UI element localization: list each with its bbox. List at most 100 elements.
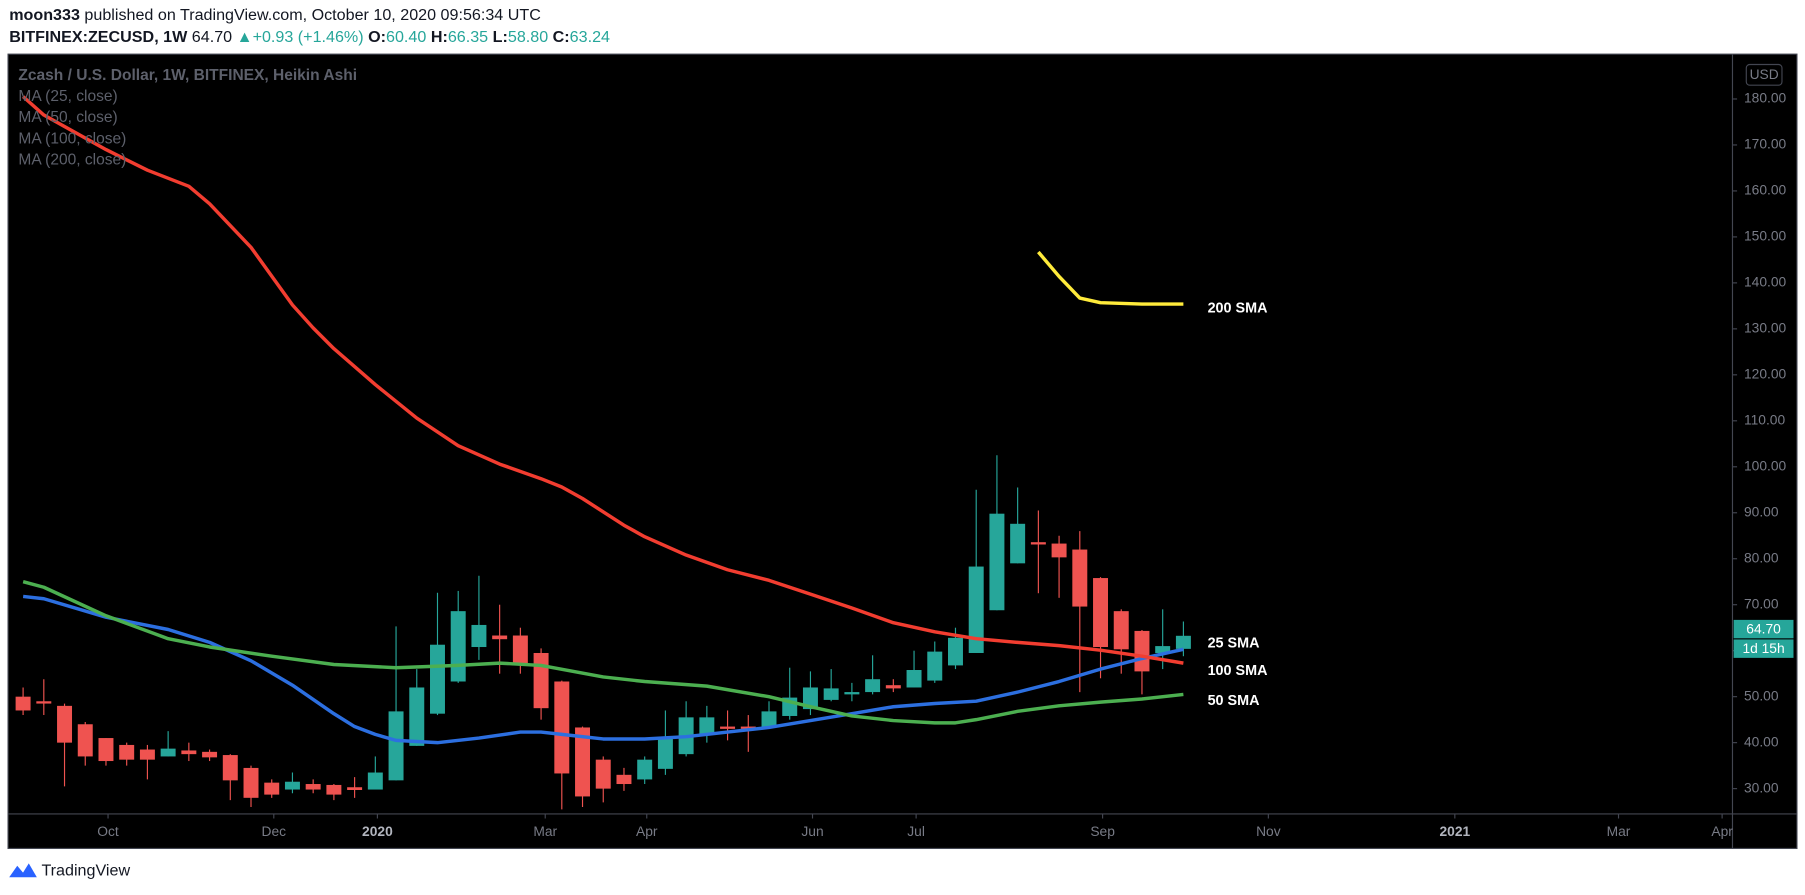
x-tick-label: Sep	[1090, 823, 1115, 839]
candle-body	[720, 726, 736, 729]
candle-body	[36, 701, 52, 704]
ma-line	[21, 95, 1184, 665]
candle-body	[595, 759, 611, 789]
candle-body	[430, 644, 445, 714]
candle-body	[57, 705, 73, 743]
footer-brand: TradingView	[41, 862, 130, 880]
y-tick-label: 50.00	[1744, 687, 1779, 703]
candle-body	[119, 744, 135, 760]
ma-legend: MA (100, close)	[18, 130, 126, 147]
ma-legend: MA (200, close)	[18, 152, 126, 169]
candle-body	[740, 726, 756, 729]
candle-body	[367, 772, 383, 790]
y-tick-label: 170.00	[1744, 136, 1787, 152]
y-tick-label: 70.00	[1744, 595, 1779, 611]
ohlc-label: L:	[493, 28, 508, 46]
ma-annotation: 50 SMA	[1208, 693, 1260, 709]
x-tick-label: 2020	[362, 823, 393, 839]
candle-body	[222, 755, 238, 781]
x-tick-label: Mar	[1607, 823, 1631, 839]
y-tick-label: 40.00	[1744, 733, 1779, 749]
ma-legend: MA (50, close)	[18, 109, 117, 126]
ohlc-value: 58.80	[508, 28, 548, 46]
y-tick-label: 90.00	[1744, 503, 1779, 519]
candle-body	[1051, 543, 1067, 558]
candle-body	[1072, 549, 1088, 607]
candle-body	[181, 750, 197, 755]
candle-body	[77, 724, 93, 757]
ohlc-value: 66.35	[448, 28, 488, 46]
x-tick-label: Nov	[1256, 823, 1281, 839]
candle-body	[202, 751, 218, 758]
x-tick-label: Oct	[97, 823, 119, 839]
countdown-box	[1733, 639, 1794, 658]
ohlc-label: C:	[553, 28, 570, 46]
candle-body	[1175, 635, 1191, 649]
candle-body	[906, 670, 922, 688]
candle-body	[1030, 542, 1046, 545]
ohlc-value: 63.24	[570, 28, 610, 46]
candle-body	[264, 782, 280, 795]
x-tick-label: Jun	[801, 823, 823, 839]
candle-body	[1155, 646, 1171, 653]
candle-body	[98, 738, 114, 762]
ohlc-value: 60.40	[386, 28, 426, 46]
candle-body	[1093, 578, 1109, 648]
ma-legend: MA (25, close)	[18, 88, 117, 105]
candle-body	[968, 566, 984, 653]
y-tick-label: 130.00	[1744, 320, 1787, 336]
candle-body	[305, 784, 321, 790]
candle-body	[512, 635, 528, 666]
chart-title: Zcash / U.S. Dollar, 1W, BITFINEX, Heiki…	[18, 67, 357, 84]
ma-line	[1037, 250, 1184, 306]
candle-body	[844, 692, 860, 695]
ma-annotation: 200 SMA	[1208, 300, 1268, 316]
ohlc-label: H:	[431, 28, 448, 46]
candle-body	[699, 717, 715, 735]
candle-body	[243, 767, 259, 798]
candle-body	[823, 688, 839, 700]
x-tick-label: Apr	[1711, 823, 1733, 839]
y-tick-label: 120.00	[1744, 365, 1787, 381]
candle-body	[761, 711, 777, 727]
change: +0.93 (+1.46%)	[253, 28, 364, 46]
candle-body	[450, 611, 466, 682]
candle-body	[989, 513, 1005, 611]
chart-background	[7, 53, 1798, 850]
candle-body	[616, 774, 632, 785]
price: 64.70	[192, 28, 232, 46]
y-tick-label: 110.00	[1744, 411, 1786, 427]
candle-body	[575, 727, 591, 797]
candle-body	[637, 759, 653, 780]
x-tick-label: Jul	[907, 823, 925, 839]
candle-body	[471, 624, 487, 648]
y-tick-label: 100.00	[1744, 457, 1787, 473]
header-line: moon333 published on TradingView.com, Oc…	[9, 6, 541, 24]
candle-body	[388, 711, 404, 781]
candle-body	[160, 748, 176, 757]
y-tick-label: 30.00	[1744, 779, 1779, 795]
symbol: BITFINEX:ZECUSD, 1W	[9, 28, 188, 46]
x-tick-label: Mar	[533, 823, 557, 839]
last-price-label: 64.70	[1746, 620, 1781, 636]
unit-box[interactable]	[1745, 63, 1783, 86]
ma-line	[22, 594, 1184, 745]
y-tick-label: 140.00	[1744, 274, 1787, 290]
ma-annotation: 100 SMA	[1208, 663, 1268, 679]
last-price-box	[1733, 619, 1794, 639]
y-tick-label: 80.00	[1744, 549, 1779, 565]
candle-body	[139, 749, 155, 760]
candle-body	[533, 652, 549, 709]
candle-body	[1010, 523, 1026, 564]
candle-body	[927, 651, 943, 681]
candle-body	[865, 679, 881, 693]
x-tick-label: Apr	[636, 823, 658, 839]
y-tick-label: 180.00	[1744, 90, 1787, 106]
plot	[15, 95, 1191, 810]
candle-body	[409, 687, 425, 746]
ma-annotation: 25 SMA	[1208, 635, 1260, 651]
candle-body	[326, 784, 342, 795]
ma-line	[22, 580, 1184, 725]
user: moon333	[9, 6, 80, 24]
